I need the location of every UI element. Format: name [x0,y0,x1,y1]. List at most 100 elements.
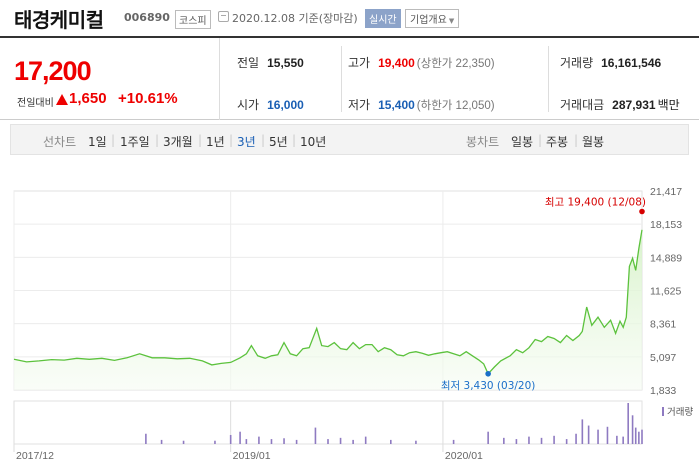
period-weekly[interactable]: 주봉 [546,135,569,149]
current-price: 17,200 [14,56,92,86]
volume-bar [587,425,590,444]
high-cell: 고가 19,400 (상한가 22,350) [348,54,495,71]
open-label: 시가 [237,98,260,112]
open-value: 16,000 [267,98,304,112]
volume-bar [229,434,232,444]
volume-legend-label: 거래량 [667,406,693,418]
volume-bar [270,439,273,444]
candle-chart-label: 봉차트 [466,135,500,149]
line-chart-label: 선차트 [43,135,77,149]
separator: | [292,133,297,147]
volume-bar [182,440,185,444]
divider [341,46,342,112]
y-tick-label: 5,097 [650,352,676,364]
period-selector: 선차트 1일 | 1주일 | 3개월 | 1년 | 3년 | 5년 | 10년 … [10,124,689,155]
period-monthly[interactable]: 월봉 [582,135,605,149]
price-line [13,229,643,375]
volume-bar [214,440,216,444]
stock-code: 006890 [124,11,170,24]
volume-bar [487,431,489,444]
volume-bar [553,435,555,444]
lower-limit: (하한가 12,050) [416,100,495,112]
max-annotation: 최고 19,400 (12/08) [545,196,646,208]
volume-bar [565,439,568,444]
chart-grid [13,190,643,452]
y-tick-label: 11,625 [650,286,681,298]
open-cell: 시가 16,000 [237,96,304,113]
volume-bar [638,431,640,444]
high-value: 19,400 [378,56,415,70]
x-tick-label: 2020/01 [445,450,483,462]
volume-bar [283,438,285,444]
volume-label: 거래량 [560,56,594,70]
y-tick-label: 21,417 [650,186,682,198]
period-10y[interactable]: 10년 [300,135,327,149]
period-1w[interactable]: 1주일 [120,135,150,149]
current-price-box: 17,200 전일대비 1,650 +10.61% [0,38,220,120]
chart-annotations: 최고 19,400 (12/08) 최저 3,430 (03/20) [441,196,646,391]
separator: | [574,133,579,147]
min-annotation: 최저 3,430 (03/20) [441,380,536,392]
price-chart: 21,41718,15314,88911,6258,3615,0971,833 … [13,186,693,462]
separator: | [229,133,234,147]
company-info-dropdown[interactable]: 기업개요 ▼ [405,9,460,28]
volume-bar [622,436,624,444]
amount-value: 287,931 [612,98,656,112]
volume-bar [415,440,417,444]
chevron-down-icon: ▼ [448,17,455,25]
volume-bar [339,437,342,444]
volume-bar [160,439,163,444]
volume-bar [528,436,530,444]
market-badge: 코스피 [175,10,211,29]
volume-bar [364,436,367,444]
volume-bars: 거래량 [145,403,693,444]
volume-bar [597,429,599,444]
high-label: 고가 [348,56,371,70]
separator: | [198,133,203,147]
volume-bar [515,439,518,444]
volume-bar [245,439,248,444]
volume-bar [390,439,392,444]
low-value: 15,400 [378,98,415,112]
volume-bar [631,415,634,444]
volume-bar [352,439,354,444]
y-axis-labels: 21,417 18,153 14,889 11,625 8,361 5,097 1,833 [650,186,682,397]
y-tick-label: 18,153 [650,219,682,231]
volume-bar [575,433,577,444]
y-tick-label: 14,889 [650,252,682,264]
stock-header: 태경케미컬 006890 코스피 2020.12.08 기준(장마감) 실시간 … [0,0,699,36]
volume-bar [581,419,584,444]
change-label: 전일대비 [17,98,54,109]
company-name: 태경케미컬 [14,8,104,32]
y-tick-label: 8,361 [650,319,676,331]
period-3y[interactable]: 3년 [237,135,256,149]
volume-frame [13,400,643,445]
separator: | [261,133,266,147]
separator: | [538,133,543,147]
x-axis-labels: 2017/12 2019/01 2020/01 [16,450,483,462]
low-label: 저가 [348,98,371,112]
period-1y[interactable]: 1년 [206,135,225,149]
volume-bar [634,427,637,444]
volume-legend-swatch [662,407,664,416]
max-point-marker [639,208,645,215]
clock-icon [218,11,229,22]
period-3m[interactable]: 3개월 [163,135,193,149]
period-daily[interactable]: 일봉 [511,135,534,149]
volume-bar [641,429,643,444]
realtime-button[interactable]: 실시간 [365,9,401,28]
volume-bar [540,437,543,444]
volume-bar [627,403,629,444]
volume-bar [327,439,329,444]
volume-bar [295,439,298,444]
period-5y[interactable]: 5년 [269,135,288,149]
volume-bar [314,427,317,444]
company-info-label: 기업개요 [410,15,447,26]
period-1d[interactable]: 1일 [88,135,107,149]
volume-bar [606,426,609,444]
volume-bar [503,437,505,444]
volume-bar [616,435,618,444]
separator: | [111,133,116,147]
low-cell: 저가 15,400 (하한가 12,050) [348,96,495,113]
volume-cell: 거래량 16,161,546 [560,54,661,71]
